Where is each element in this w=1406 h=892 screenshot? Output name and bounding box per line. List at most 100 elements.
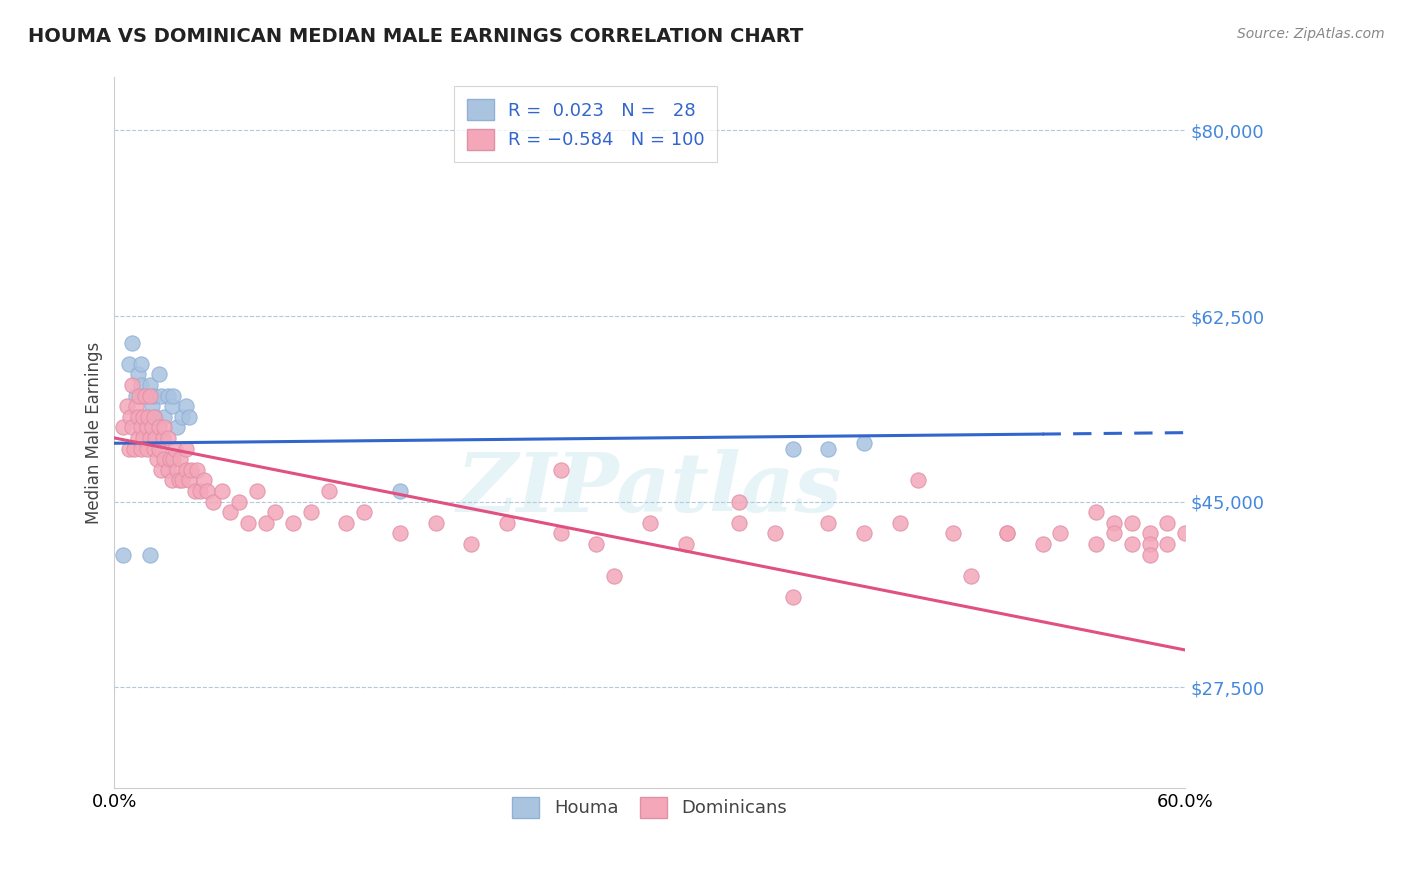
Point [115,399,138,413]
Point [496,516,519,530]
Point [166,420,188,434]
Point [1139,548,1161,562]
Point [165,442,187,456]
Point [1032,537,1054,551]
Legend: Houma, Dominicans: Houma, Dominicans [505,789,794,825]
Point [238,516,260,530]
Point [153,420,176,434]
Point [817,442,839,456]
Point [174,442,197,456]
Y-axis label: Median Male Earnings: Median Male Earnings [86,342,103,524]
Point [121,378,143,392]
Point [335,516,357,530]
Point [853,526,876,541]
Point [174,399,197,413]
Point [172,409,194,424]
Text: ZIPatlas: ZIPatlas [457,450,842,530]
Point [142,409,165,424]
Point [125,399,148,413]
Point [763,526,786,541]
Point [1102,516,1125,530]
Point [139,548,162,562]
Point [145,409,167,424]
Point [1156,516,1178,530]
Point [211,483,233,498]
Point [121,420,143,434]
Point [156,388,179,402]
Point [550,526,572,541]
Point [134,388,156,402]
Point [136,409,159,424]
Point [127,409,149,424]
Point [132,409,155,424]
Point [907,474,929,488]
Point [169,452,191,467]
Point [149,388,172,402]
Point [299,505,322,519]
Point [160,474,183,488]
Point [1085,537,1108,551]
Point [1049,526,1071,541]
Point [1085,505,1108,519]
Point [146,452,169,467]
Point [172,474,194,488]
Point [125,388,148,402]
Point [264,505,287,519]
Point [889,516,911,530]
Point [142,442,165,456]
Point [174,463,197,477]
Point [129,357,152,371]
Point [1139,537,1161,551]
Point [118,357,141,371]
Point [162,388,184,402]
Point [121,335,143,350]
Point [156,431,179,445]
Point [1121,537,1143,551]
Point [129,442,152,456]
Point [135,420,157,434]
Point [132,388,155,402]
Point [782,442,804,456]
Point [353,505,375,519]
Point [638,516,661,530]
Point [132,431,155,445]
Point [142,388,165,402]
Point [193,474,215,488]
Point [254,516,277,530]
Point [853,436,876,450]
Point [129,378,152,392]
Point [180,463,202,477]
Point [152,431,174,445]
Point [153,409,176,424]
Point [167,474,190,488]
Point [960,569,983,583]
Point [148,442,170,456]
Point [817,516,839,530]
Point [1156,537,1178,551]
Point [425,516,447,530]
Point [201,494,224,508]
Point [122,442,145,456]
Point [675,537,697,551]
Point [135,409,157,424]
Text: Source: ZipAtlas.com: Source: ZipAtlas.com [1237,27,1385,41]
Point [184,483,207,498]
Point [118,442,141,456]
Point [782,590,804,604]
Point [148,368,170,382]
Point [550,463,572,477]
Point [195,483,218,498]
Point [112,548,135,562]
Point [162,452,184,467]
Point [388,526,411,541]
Point [148,420,170,434]
Point [585,537,607,551]
Point [942,526,965,541]
Point [728,494,751,508]
Point [246,483,269,498]
Point [153,452,176,467]
Point [179,474,201,488]
Point [603,569,626,583]
Point [149,463,172,477]
Point [141,420,163,434]
